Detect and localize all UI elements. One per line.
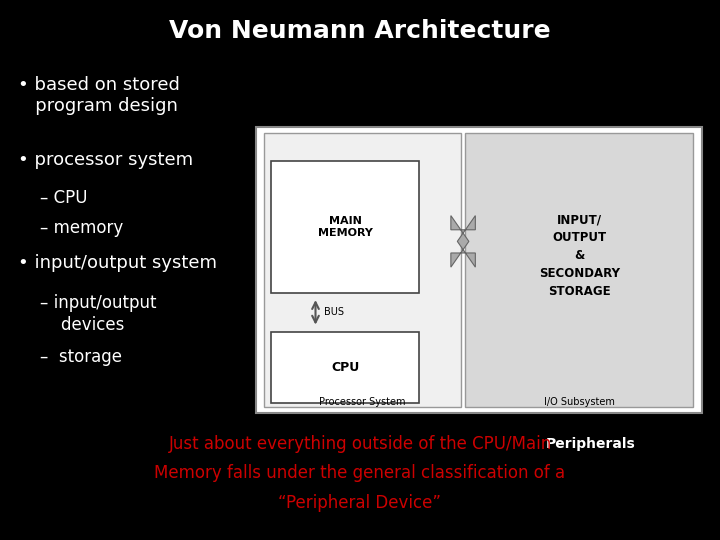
Text: – memory: – memory [40,219,123,237]
Text: • processor system: • processor system [18,151,193,169]
Bar [271,161,419,293]
Text: CPU: CPU [331,361,359,374]
Bar [271,332,419,403]
Text: INPUT/
OUTPUT
&
SECONDARY
STORAGE: INPUT/ OUTPUT & SECONDARY STORAGE [539,213,620,298]
Text: Peripherals: Peripherals [546,437,636,451]
Text: – CPU: – CPU [40,189,87,207]
Text: Processor System: Processor System [319,396,405,407]
Bar [256,127,702,413]
Text: I/O Subsystem: I/O Subsystem [544,396,615,407]
Text: – input/output
    devices: – input/output devices [40,294,156,334]
Text: Von Neumann Architecture: Von Neumann Architecture [169,19,551,43]
Text: BUS: BUS [324,307,344,318]
Bar [465,133,693,407]
Text: Just about everything outside of the CPU/Main: Just about everything outside of the CPU… [168,435,552,453]
Text: “Peripheral Device”: “Peripheral Device” [279,494,441,512]
Text: • based on stored
   program design: • based on stored program design [18,76,180,115]
Text: –  storage: – storage [40,348,122,366]
Bar [264,133,461,407]
Polygon shape [451,215,475,267]
Text: Memory falls under the general classification of a: Memory falls under the general classific… [154,464,566,482]
Text: • input/output system: • input/output system [18,254,217,272]
Text: MAIN
MEMORY: MAIN MEMORY [318,216,372,238]
